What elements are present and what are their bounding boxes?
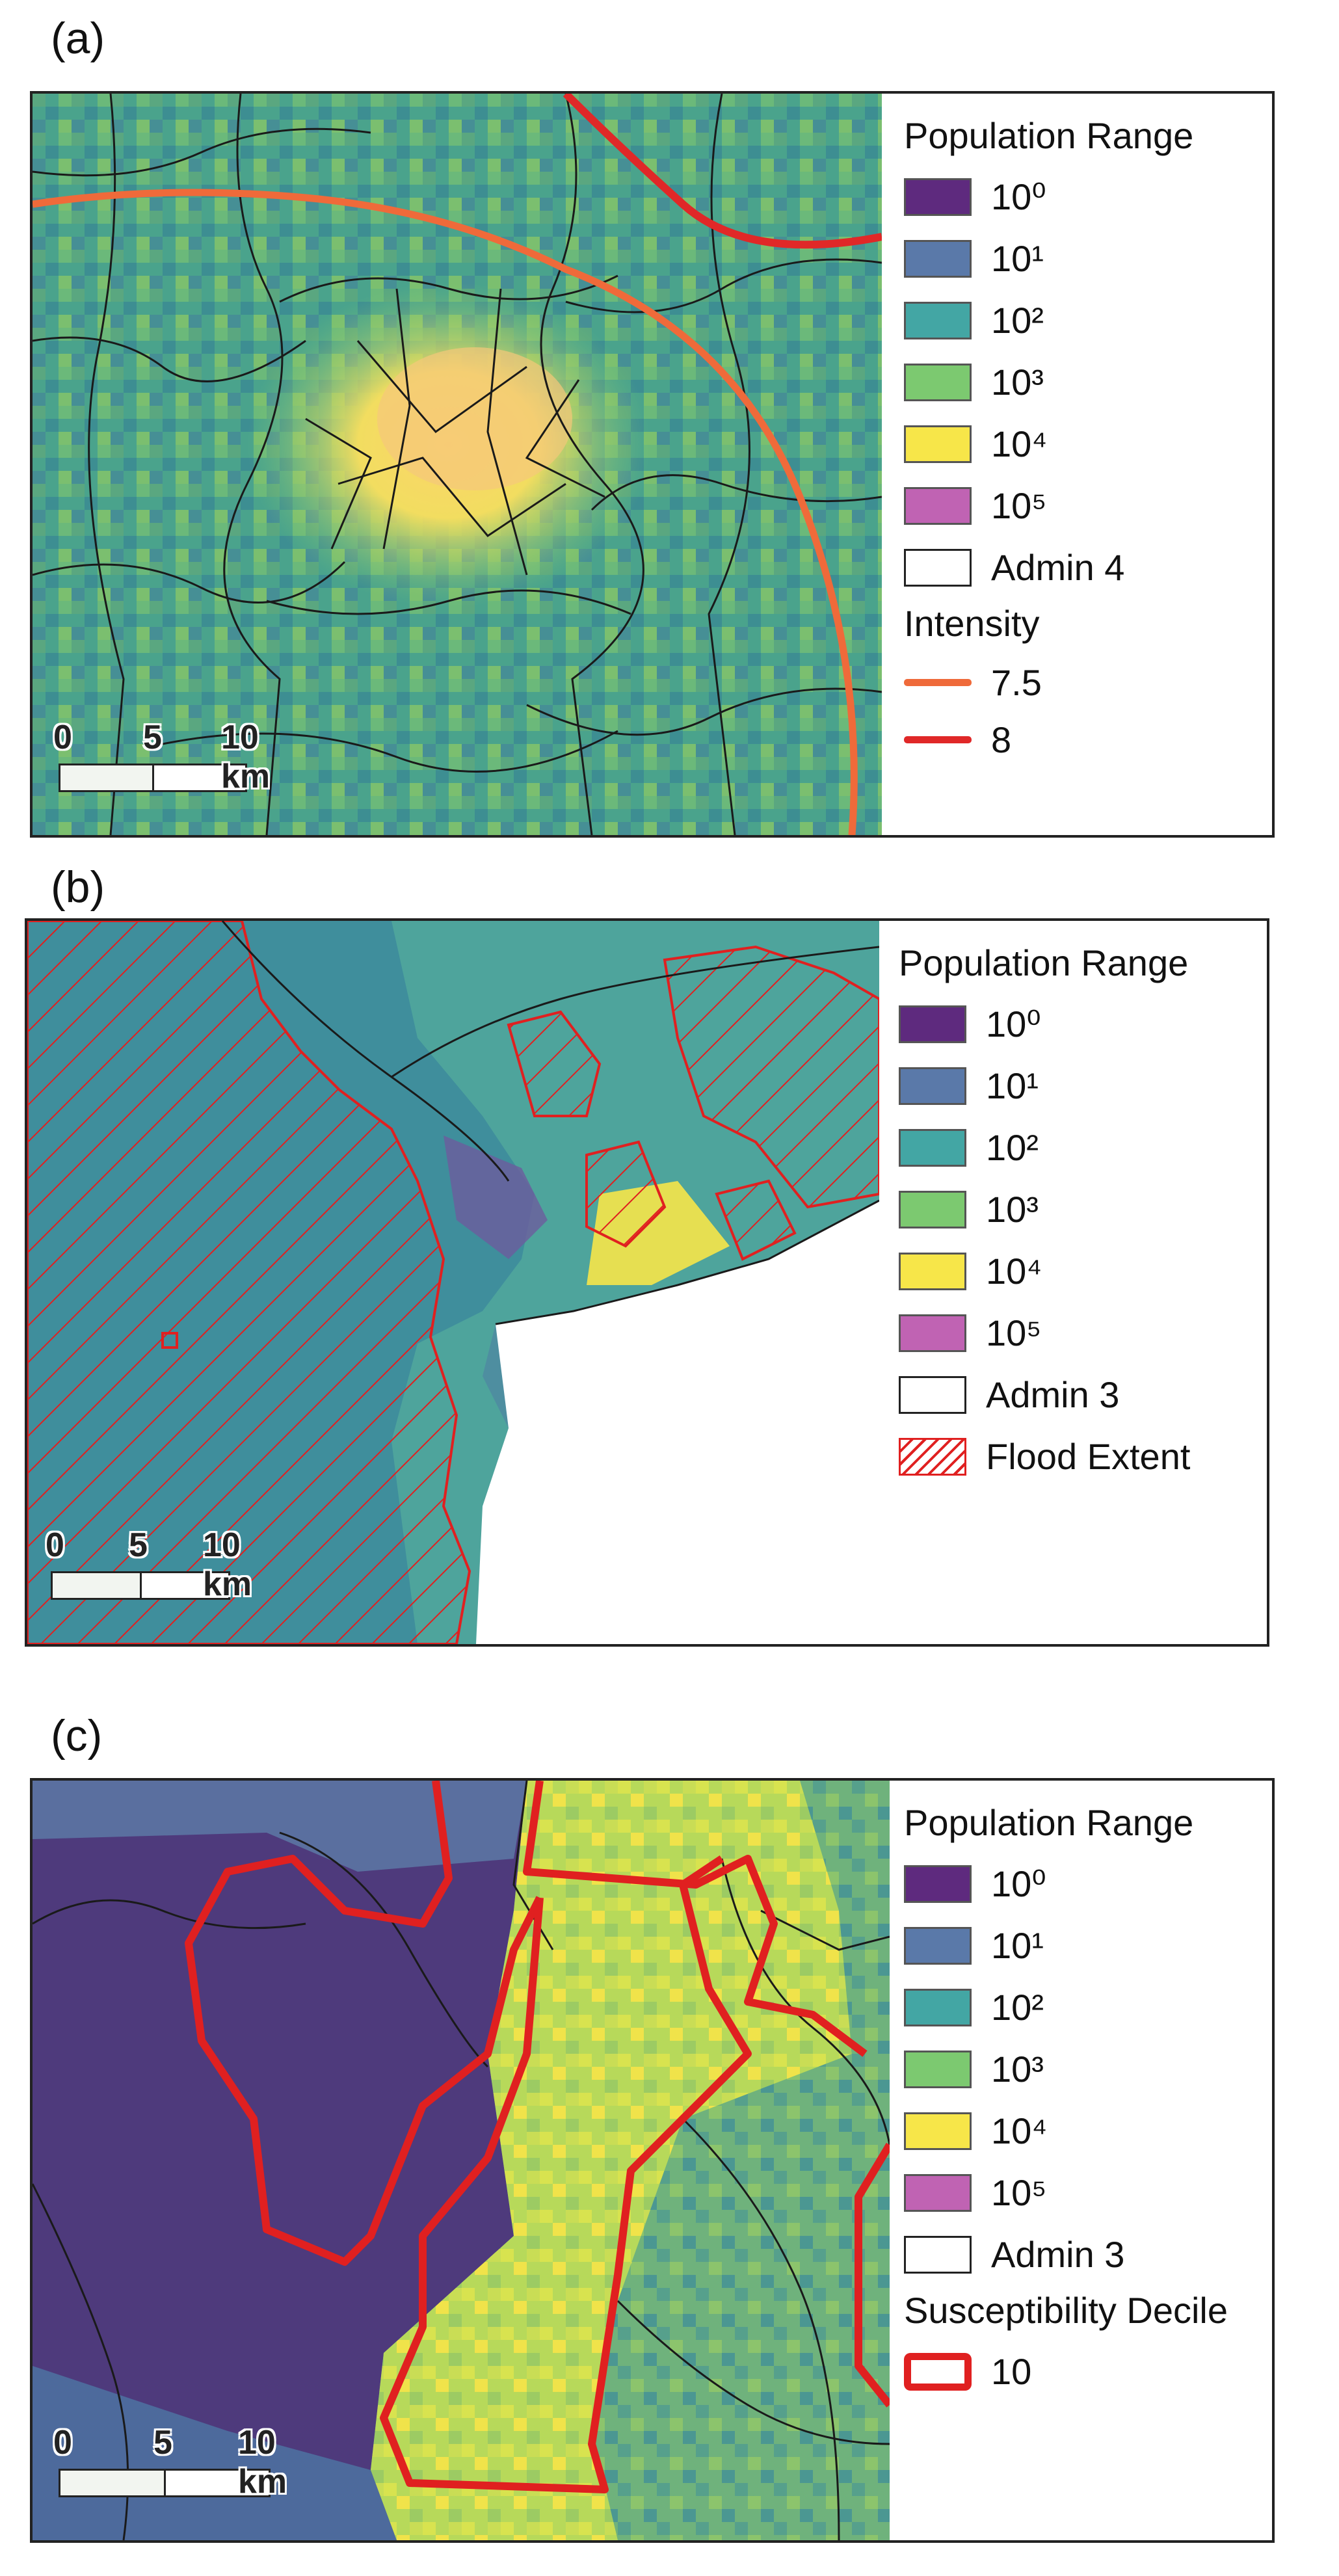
legend-section-title: Susceptibility Decile xyxy=(904,2290,1228,2331)
legend-title: Population Range xyxy=(904,1802,1194,1843)
intensity-7.5-line xyxy=(33,189,858,835)
legend-item: 10³ xyxy=(899,1178,1263,1240)
legend-section-title: Intensity xyxy=(904,603,1040,644)
legend-item: 10³ xyxy=(904,2038,1268,2100)
panel-a-legend: Population Range 10⁰ 10¹ 10² 10³ 10⁴ 10⁵… xyxy=(904,94,1268,835)
legend-item: 10⁵ xyxy=(899,1302,1263,1364)
line-swatch-8 xyxy=(904,721,972,758)
legend-swatch xyxy=(904,486,972,525)
scale-label-0: 0 xyxy=(53,719,72,756)
legend-swatch xyxy=(899,1190,966,1228)
legend-swatch xyxy=(899,1314,966,1352)
panel-c-legend: Population Range 10⁰ 10¹ 10² 10³ 10⁴ 10⁵… xyxy=(904,1781,1268,2540)
panel-a-frame: 0 5 10 km Population Range 10⁰ 10¹ 10² 1… xyxy=(30,91,1275,838)
legend-swatch xyxy=(904,178,972,216)
scale-label-10: 10 km xyxy=(221,719,271,795)
legend-item: 10⁴ xyxy=(899,1240,1263,1302)
flood-hatch-swatch xyxy=(899,1437,966,1476)
panel-a-scalebar: 0 5 10 km xyxy=(53,718,270,795)
legend-item: 10⁵ xyxy=(904,475,1268,537)
legend-swatch xyxy=(899,1067,966,1105)
legend-swatch xyxy=(904,239,972,278)
panel-b-letter: (b) xyxy=(51,862,105,912)
legend-swatch-admin xyxy=(904,548,972,587)
legend-swatch xyxy=(899,1252,966,1290)
legend-item: 10¹ xyxy=(899,1055,1263,1117)
legend-item: 10⁵ xyxy=(904,2162,1268,2224)
legend-swatch xyxy=(899,1128,966,1167)
legend-swatch xyxy=(904,2050,972,2088)
legend-item: 10¹ xyxy=(904,1915,1268,1976)
legend-swatch xyxy=(904,2173,972,2212)
admin-4-boundaries xyxy=(33,94,882,835)
legend-swatch xyxy=(904,1988,972,2026)
legend-title: Population Range xyxy=(899,942,1189,983)
legend-item: 10³ xyxy=(904,351,1268,413)
legend-item-flood: Flood Extent xyxy=(899,1426,1263,1487)
flood-extent xyxy=(27,921,879,1644)
panel-b-legend: Population Range 10⁰ 10¹ 10² 10³ 10⁴ 10⁵… xyxy=(899,921,1263,1644)
decile-outline-swatch xyxy=(904,2352,972,2391)
scale-label-5: 5 xyxy=(129,1526,148,1564)
scale-label-10: 10 km xyxy=(238,2424,287,2501)
legend-item: 10² xyxy=(904,289,1268,351)
legend-item: 10⁰ xyxy=(904,166,1268,228)
legend-swatch xyxy=(904,425,972,463)
scale-label-5: 5 xyxy=(153,2424,172,2462)
panel-c-letter: (c) xyxy=(51,1711,103,1760)
legend-swatch-admin xyxy=(899,1375,966,1414)
legend-item: 10⁴ xyxy=(904,2100,1268,2162)
legend-swatch xyxy=(904,1865,972,1903)
legend-swatch xyxy=(904,301,972,339)
legend-item: 10⁰ xyxy=(899,993,1263,1055)
panel-b-frame: 0 5 10 km Population Range 10⁰ 10¹ 10² 1… xyxy=(25,918,1269,1647)
intensity-8-line xyxy=(563,94,882,249)
legend-swatch-admin xyxy=(904,2235,972,2274)
legend-item-intensity: 7.5 xyxy=(904,654,1268,711)
legend-swatch xyxy=(904,2112,972,2150)
panel-a-map[interactable] xyxy=(33,94,882,835)
panel-b-map[interactable] xyxy=(27,921,879,1644)
panel-b-scalebar: 0 5 10 km xyxy=(46,1526,252,1603)
panel-c-frame: 0 5 10 km Population Range 10⁰ 10¹ 10² 1… xyxy=(30,1778,1275,2543)
scale-label-5: 5 xyxy=(143,719,162,756)
legend-item-intensity: 8 xyxy=(904,711,1268,768)
susceptibility-decile-10 xyxy=(185,1781,890,2493)
scale-label-10: 10 km xyxy=(203,1526,252,1603)
legend-item-admin: Admin 4 xyxy=(904,537,1268,598)
legend-item: 10⁴ xyxy=(904,413,1268,475)
panel-c-scalebar: 0 5 10 km xyxy=(53,2423,287,2501)
panel-a-letter: (a) xyxy=(51,14,105,63)
legend-item-admin: Admin 3 xyxy=(904,2224,1268,2285)
scale-label-0: 0 xyxy=(53,2424,72,2462)
legend-item-decile: 10 xyxy=(904,2341,1268,2402)
legend-title: Population Range xyxy=(904,115,1194,156)
legend-item: 10² xyxy=(904,1976,1268,2038)
legend-item-admin: Admin 3 xyxy=(899,1364,1263,1426)
sea xyxy=(476,1201,879,1644)
panel-c-map[interactable] xyxy=(33,1781,890,2540)
low-density-region xyxy=(33,1781,527,2540)
legend-swatch xyxy=(899,1005,966,1043)
legend-swatch xyxy=(904,363,972,401)
legend-item: 10¹ xyxy=(904,228,1268,289)
legend-swatch xyxy=(904,1926,972,1965)
legend-item: 10² xyxy=(899,1117,1263,1178)
scale-label-0: 0 xyxy=(46,1526,64,1564)
high-density-region xyxy=(371,1781,852,2540)
line-swatch-7.5 xyxy=(904,663,972,701)
legend-item: 10⁰ xyxy=(904,1853,1268,1915)
